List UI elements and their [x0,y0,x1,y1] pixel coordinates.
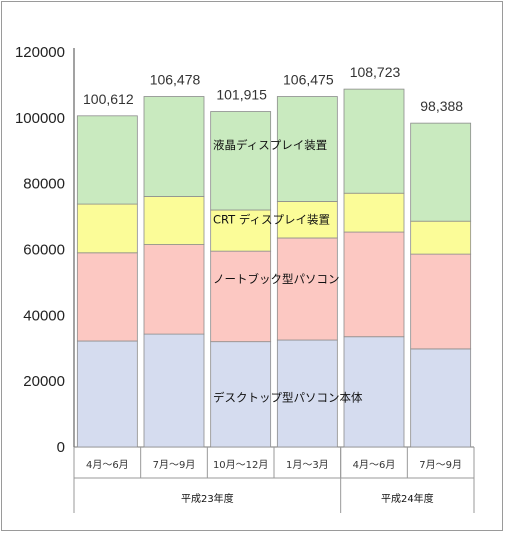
bar-segment [410,220,472,255]
bar-segment [143,96,205,197]
bar-segment [210,111,272,211]
x-category-label: 7月～9月 [153,459,196,471]
bars [76,88,472,448]
x-category-label: 7月～9月 [419,459,462,471]
bar-segment [410,122,472,222]
bar-segment [76,340,138,448]
bar-total-label: 100,612 [83,91,134,107]
y-tick-label: 120000 [15,44,65,61]
bar-segment [343,336,405,448]
bar-segment [276,237,338,341]
bar-segment [276,339,338,448]
x-category-label: 4月～6月 [353,459,396,471]
bar-segment [210,209,272,252]
bar-segment [276,201,338,239]
bar-total-label: 108,723 [350,64,401,80]
bar-total-label: 106,475 [283,72,334,88]
y-tick-label: 20000 [23,373,65,390]
bar-segment [143,333,205,448]
y-tick-label: 100000 [15,110,65,127]
series-label: ノートブック型パソコン [213,272,340,286]
bar-segment [76,203,138,254]
y-tick-label: 60000 [23,242,65,259]
bar-segment [343,192,405,233]
bar-total-label: 98,388 [420,98,463,114]
series-label: 液晶ディスプレイ装置 [213,138,327,152]
bar-segment [210,250,272,343]
axes: 0 20000 40000 60000 80000 100000 120000 [15,44,475,513]
bar-segment [410,253,472,350]
bar-segment [410,348,472,448]
series-label: CRT ディスプレイ装置 [213,213,330,227]
bar-segment [143,244,205,335]
bar-segment [210,341,272,448]
bar-segment [76,252,138,342]
bar-total-label: 101,915 [216,87,267,103]
y-tick-label: 40000 [23,307,65,324]
bar-segment [343,88,405,194]
y-tick-label: 80000 [23,176,65,193]
x-category-label: 4月～6月 [86,459,129,471]
series-label: デスクトップ型パソコン本体 [213,391,363,405]
group-label: 平成24年度 [381,492,434,505]
bar-total-label: 106,478 [150,72,201,88]
group-label: 平成23年度 [181,492,234,505]
y-tick-label: 0 [57,439,65,456]
bar-segment [76,115,138,205]
x-category-label: 10月～12月 [213,459,268,471]
bar-segment [143,196,205,245]
bar-segment [343,231,405,338]
x-category-label: 1月～3月 [286,459,329,471]
bar-segment [276,96,338,202]
